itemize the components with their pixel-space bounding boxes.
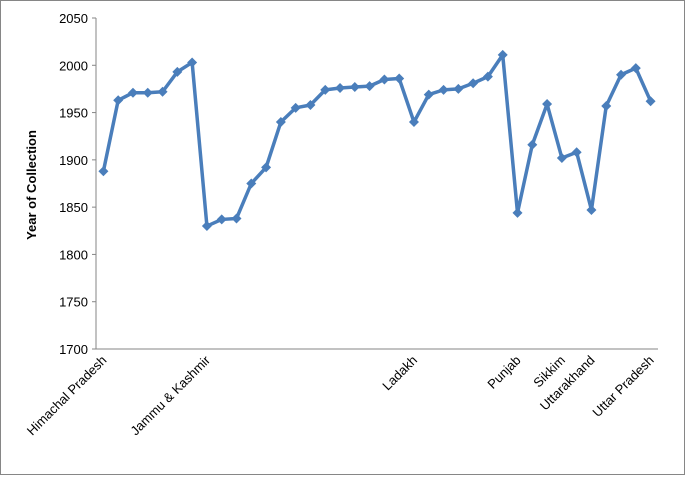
- data-point: [527, 139, 538, 150]
- data-point: [571, 147, 582, 158]
- data-point: [187, 57, 198, 68]
- data-point: [408, 117, 419, 128]
- data-point: [305, 100, 316, 111]
- data-point: [231, 213, 242, 224]
- data-point: [172, 66, 183, 77]
- data-point: [423, 89, 434, 100]
- y-tick-label: 1700: [59, 342, 88, 357]
- data-point: [127, 87, 138, 98]
- data-point: [216, 214, 227, 225]
- data-point: [275, 117, 286, 128]
- data-point: [645, 96, 656, 107]
- data-point: [630, 63, 641, 74]
- y-tick-label: 1850: [59, 200, 88, 215]
- data-point: [157, 86, 168, 97]
- data-point: [394, 73, 405, 84]
- data-point: [438, 84, 449, 95]
- data-point: [349, 82, 360, 93]
- y-axis-label: Year of Collection: [24, 130, 39, 240]
- data-point: [320, 84, 331, 95]
- y-tick-label: 2000: [59, 58, 88, 73]
- data-point: [512, 207, 523, 218]
- y-tick-label: 1950: [59, 106, 88, 121]
- y-tick-label: 1750: [59, 295, 88, 310]
- data-point: [586, 204, 597, 215]
- y-tick-label: 1800: [59, 247, 88, 262]
- data-point: [142, 87, 153, 98]
- data-point: [482, 71, 493, 82]
- data-point: [246, 178, 257, 189]
- y-tick-label: 2050: [59, 11, 88, 26]
- data-point: [290, 102, 301, 113]
- data-point: [335, 82, 346, 93]
- data-point: [542, 99, 553, 110]
- data-point: [113, 95, 124, 106]
- series-line: [101, 53, 653, 228]
- data-point: [497, 49, 508, 60]
- data-point: [468, 78, 479, 89]
- data-point: [98, 166, 109, 177]
- data-point: [379, 74, 390, 85]
- y-tick-label: 1900: [59, 153, 88, 168]
- data-point: [601, 100, 612, 111]
- data-point: [201, 221, 212, 232]
- data-point: [616, 69, 627, 80]
- data-point: [261, 162, 272, 173]
- data-point: [556, 152, 567, 163]
- data-point: [364, 81, 375, 92]
- data-point: [453, 83, 464, 94]
